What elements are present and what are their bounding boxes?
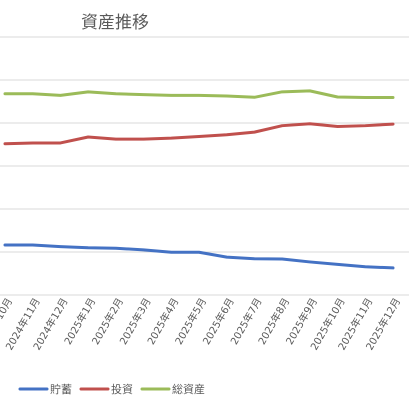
series-line [3,89,395,99]
series-line [3,243,395,270]
legend: 貯蓄 投資 総資産 [18,382,205,396]
legend-label: 貯蓄 [50,383,72,396]
x-axis: 2024年10月2024年11月2024年12月2025年1月2025年2月20… [0,296,403,353]
legend-label: 投資 [111,382,133,396]
series-line [3,122,395,146]
chart-title: 資産推移 [81,13,149,33]
gridlines [0,36,409,296]
series-lines [3,89,395,270]
legend-label: 総資産 [172,382,205,396]
